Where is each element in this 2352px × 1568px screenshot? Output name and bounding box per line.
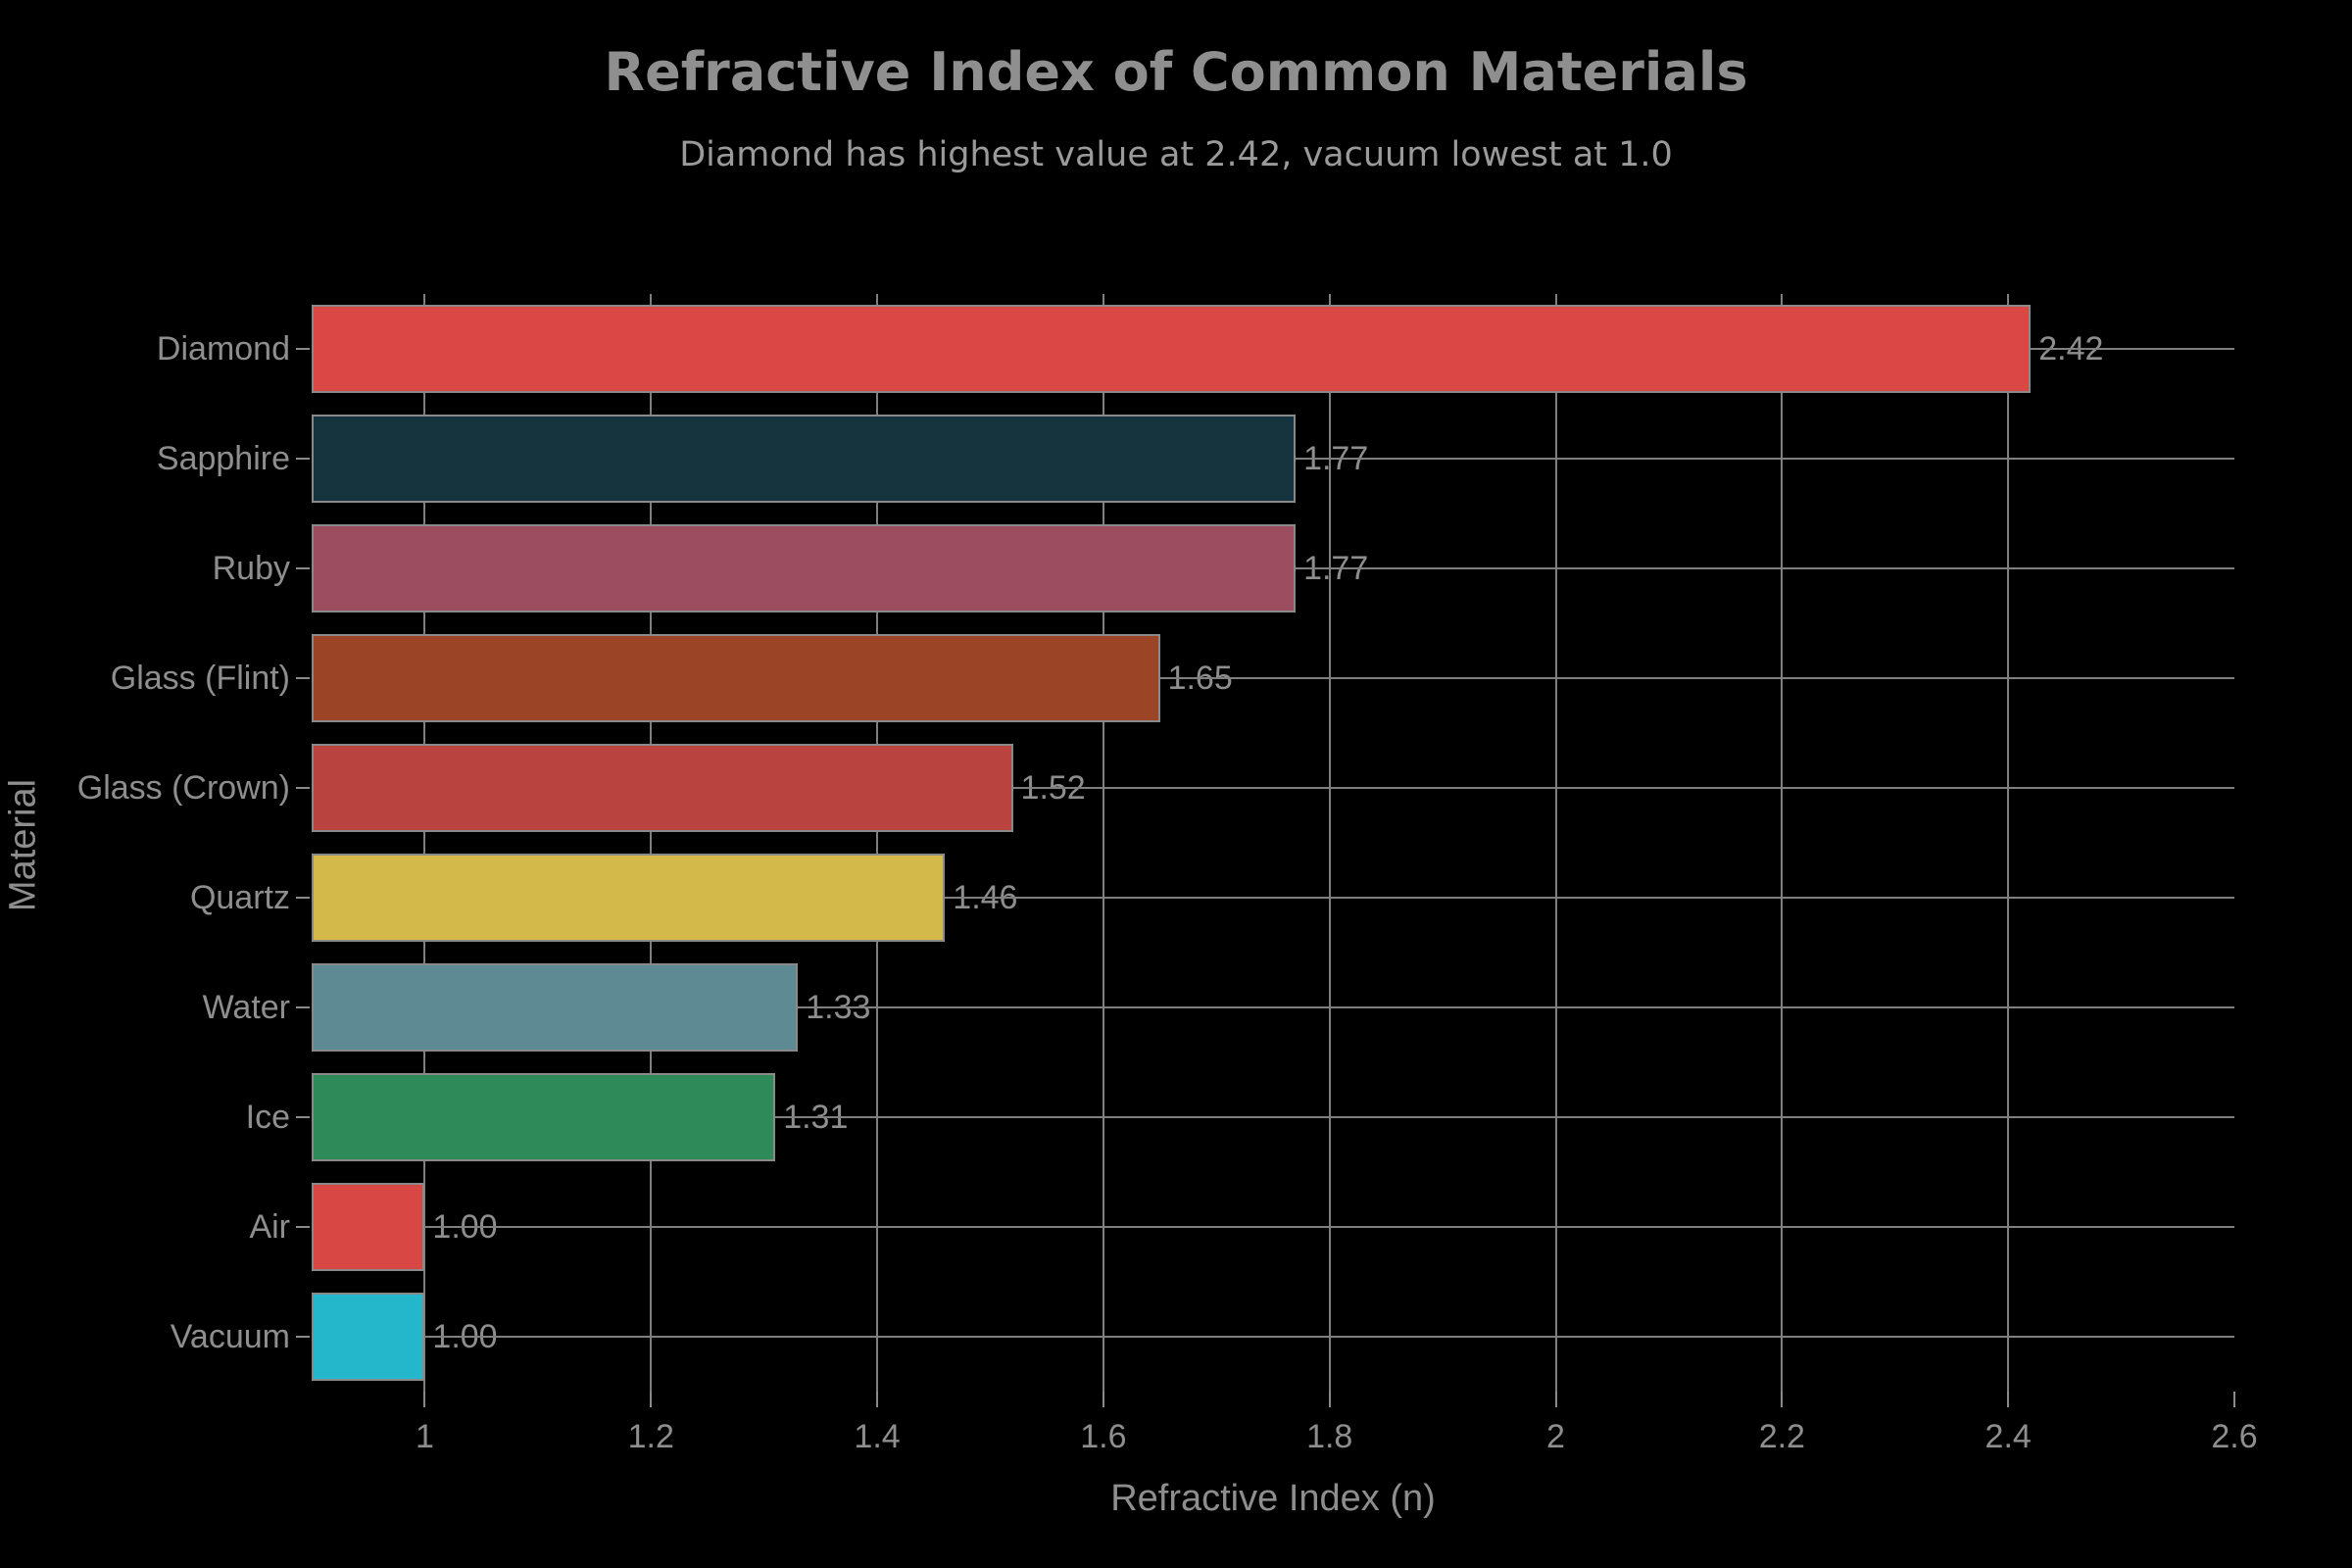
x-tick-label: 1.6 (1080, 1418, 1127, 1455)
y-tick-mark (296, 348, 310, 350)
y-tick-label-glass-flint: Glass (Flint) (110, 660, 290, 697)
x-gridline (876, 294, 879, 1392)
bar-diamond (312, 305, 2031, 393)
y-tick-label-air: Air (249, 1208, 290, 1246)
y-tick-label-quartz: Quartz (189, 879, 290, 916)
x-tick-mark (1102, 1392, 1104, 1407)
y-axis-label: Material (2, 778, 44, 912)
y-gridline (312, 1006, 2234, 1008)
y-tick-mark (296, 458, 310, 460)
x-gridline (1102, 294, 1104, 1392)
y-tick-label-diamond: Diamond (156, 330, 290, 368)
y-tick-label-glass-crown: Glass (Crown) (76, 769, 290, 807)
y-gridline (312, 787, 2234, 789)
y-tick-label-vacuum: Vacuum (170, 1318, 290, 1355)
y-gridline (312, 897, 2234, 899)
bar-quartz (312, 854, 945, 942)
y-gridline (312, 1116, 2234, 1118)
bar-ice (312, 1073, 775, 1161)
y-tick-mark (296, 1336, 310, 1338)
chart-subtitle: Diamond has highest value at 2.42, vacuu… (679, 135, 1673, 174)
y-gridline (312, 677, 2234, 679)
bar-ruby (312, 524, 1296, 612)
x-tick-mark (423, 1392, 426, 1407)
x-gridline (650, 294, 653, 1392)
bar-air (312, 1183, 424, 1271)
bar-water (312, 963, 798, 1052)
x-gridline (1328, 294, 1331, 1392)
x-tick-label: 2.6 (2211, 1418, 2258, 1455)
y-tick-label-sapphire: Sapphire (156, 440, 290, 477)
x-tick-label: 1.2 (627, 1418, 674, 1455)
y-gridline (312, 1336, 2234, 1338)
x-tick-mark (1781, 1392, 1784, 1407)
y-tick-label-water: Water (202, 989, 290, 1026)
bar-vacuum (312, 1293, 424, 1381)
x-tick-label: 2.4 (1984, 1418, 2032, 1455)
y-tick-mark (296, 1226, 310, 1228)
x-tick-label: 1.4 (854, 1418, 901, 1455)
x-tick-mark (1328, 1392, 1331, 1407)
x-tick-mark (2007, 1392, 2010, 1407)
y-gridline (312, 1226, 2234, 1228)
x-axis-label: Refractive Index (n) (1110, 1478, 1436, 1519)
bar-glass-crown (312, 744, 1013, 832)
x-tick-label: 2.2 (1758, 1418, 1805, 1455)
x-tick-label: 1 (415, 1418, 434, 1455)
x-gridline (423, 294, 426, 1392)
y-tick-mark (296, 897, 310, 899)
bar-glass-flint (312, 634, 1160, 722)
y-tick-mark (296, 1116, 310, 1118)
y-tick-label-ruby: Ruby (212, 550, 290, 587)
y-tick-mark (296, 567, 310, 569)
x-gridline (2007, 294, 2010, 1392)
y-tick-mark (296, 787, 310, 789)
x-tick-mark (1554, 1392, 1557, 1407)
y-tick-label-ice: Ice (245, 1099, 290, 1136)
bar-sapphire (312, 415, 1296, 503)
x-tick-mark (2233, 1392, 2235, 1407)
x-gridline (1554, 294, 1557, 1392)
x-gridline (1781, 294, 1784, 1392)
x-tick-mark (650, 1392, 653, 1407)
x-tick-label: 1.8 (1306, 1418, 1353, 1455)
x-tick-mark (876, 1392, 879, 1407)
y-tick-mark (296, 677, 310, 679)
x-tick-label: 2 (1546, 1418, 1565, 1455)
chart-title: Refractive Index of Common Materials (604, 41, 1748, 103)
y-tick-mark (296, 1006, 310, 1008)
